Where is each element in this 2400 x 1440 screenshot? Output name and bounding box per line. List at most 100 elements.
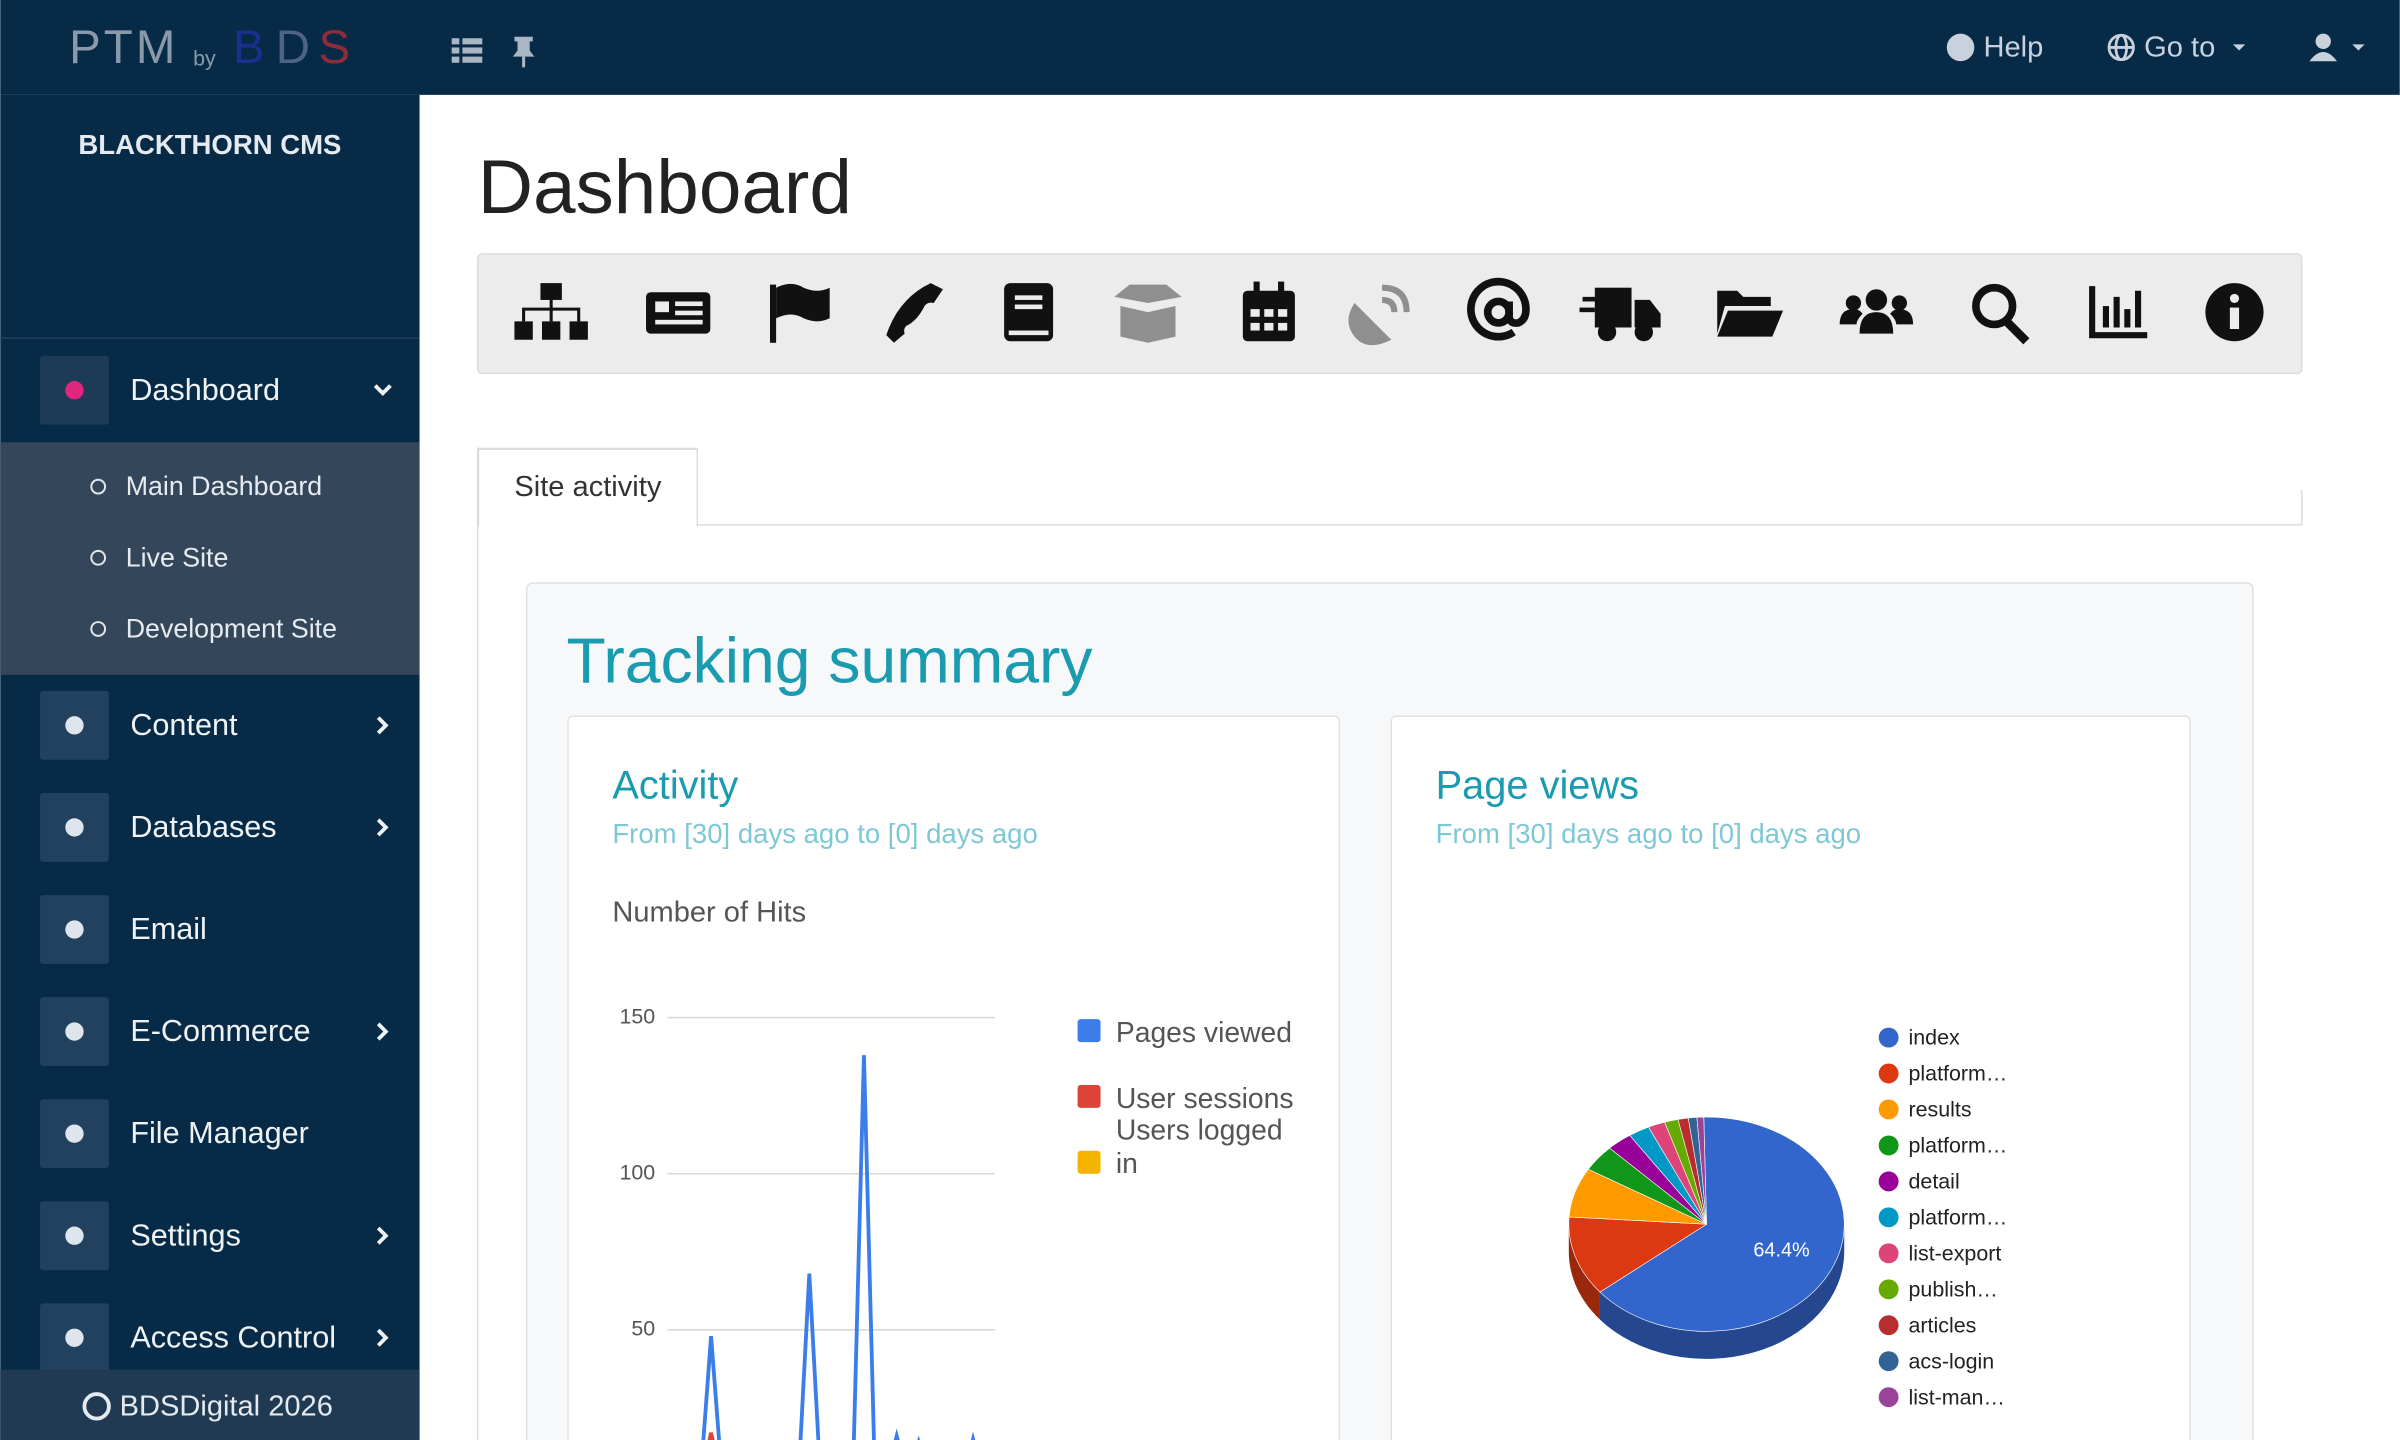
- legend-label: results: [1909, 1098, 1972, 1122]
- chart-icon[interactable]: [2089, 286, 2148, 339]
- users-icon[interactable]: [1839, 289, 1914, 334]
- goto-menu[interactable]: Go to: [2144, 32, 2215, 64]
- legend-label: platform…: [1909, 1206, 2008, 1230]
- caret: [2232, 44, 2246, 51]
- page-title: Dashboard: [478, 145, 852, 230]
- submenu-panel: [0, 442, 420, 675]
- logo-name: PTM: [69, 21, 178, 74]
- menu-item[interactable]: E-Commerce: [130, 1014, 310, 1048]
- chevron: [376, 1226, 389, 1245]
- menu: Dashboard Main Dashboard Live Site Developm…: [40, 355, 392, 1373]
- menu-item[interactable]: Dashboard: [130, 373, 280, 407]
- legend-dot: [1878, 1099, 1899, 1120]
- section-title: Tracking summary: [566, 625, 1092, 697]
- menu-icon: [65, 1226, 84, 1245]
- legend-label: list-export: [1909, 1241, 2002, 1265]
- help-link[interactable]: Help: [1984, 32, 2044, 64]
- logo-letter: S: [319, 21, 351, 74]
- menu-item[interactable]: Databases: [130, 810, 276, 844]
- truck-icon[interactable]: [1579, 287, 1661, 342]
- calendar-icon[interactable]: [1242, 281, 1295, 342]
- legend-label: articles: [1909, 1313, 1977, 1337]
- legend-label: platform…: [1909, 1062, 2008, 1086]
- slice-label: 64.4%: [1753, 1239, 1809, 1261]
- dish-icon[interactable]: [1348, 284, 1410, 346]
- book-icon[interactable]: [1004, 283, 1054, 342]
- pie-slice: [1568, 1216, 1708, 1293]
- submenu-item[interactable]: Main Dashboard: [126, 471, 322, 501]
- at-icon[interactable]: [1467, 277, 1530, 341]
- news-icon[interactable]: [646, 292, 711, 334]
- legend-line: Users logged: [1116, 1114, 1291, 1146]
- menu-item[interactable]: File Manager: [130, 1116, 309, 1150]
- legend-dot: [1878, 1279, 1899, 1300]
- folder-icon[interactable]: [1717, 290, 1784, 337]
- list-button[interactable]: [451, 38, 483, 63]
- menu-item[interactable]: Settings: [130, 1218, 241, 1252]
- chevron: [376, 1022, 389, 1041]
- legend-label: Users logged in: [1116, 1114, 1291, 1180]
- menu-icon: [65, 1124, 84, 1143]
- menu-icon: [65, 381, 84, 400]
- card-subtitle: From [30] days ago to [0] days ago: [612, 818, 1037, 849]
- legend-dot: [1878, 1063, 1899, 1084]
- logo-letter: D: [276, 21, 310, 74]
- legend-swatch: [1077, 1084, 1101, 1108]
- menu-icon: [65, 920, 84, 939]
- submenu-bullet: [90, 621, 107, 637]
- legend-swatch: [1077, 1019, 1101, 1043]
- card-title: Activity: [612, 764, 738, 808]
- pie-slice: [1599, 1116, 1845, 1332]
- info-icon[interactable]: [2205, 283, 2264, 342]
- top-bar: [0, 0, 2400, 95]
- legend-dot: [1878, 1387, 1899, 1408]
- copyright-icon: [82, 1392, 111, 1421]
- menu-icon: [65, 1022, 84, 1041]
- flag-icon[interactable]: [769, 283, 830, 343]
- search-icon[interactable]: [1972, 283, 2030, 345]
- card-subtitle: From [30] days ago to [0] days ago: [1436, 818, 1861, 849]
- legend-line: in: [1116, 1148, 1138, 1180]
- logo-by: by: [193, 46, 216, 70]
- menu-item[interactable]: Access Control: [130, 1320, 336, 1354]
- pie-side: [1599, 1224, 1845, 1359]
- legend-label: acs-login: [1909, 1349, 1995, 1373]
- sitemap-icon[interactable]: [514, 283, 588, 340]
- footer-text: BDSDigital 2026: [120, 1391, 333, 1423]
- chart-area: [612, 893, 1297, 1440]
- card-title: Page views: [1436, 764, 1639, 808]
- pie-side: [1568, 1224, 1600, 1320]
- pin-button[interactable]: [512, 36, 535, 68]
- menu-icon: [65, 1328, 84, 1347]
- submenu-item[interactable]: Development Site: [126, 614, 337, 644]
- legend-dot: [1878, 1351, 1899, 1372]
- y-tick-label: 100: [619, 1160, 655, 1184]
- user-menu[interactable]: [2309, 33, 2365, 62]
- legend-label: index: [1909, 1026, 1960, 1050]
- legend-dot: [1878, 1243, 1899, 1264]
- legend-dot: [1878, 1027, 1899, 1048]
- chart-title: Number of Hits: [612, 896, 806, 928]
- legend-label: User sessions: [1116, 1082, 1294, 1114]
- sidebar-title: BLACKTHORN CMS: [78, 129, 341, 160]
- toolbar: [476, 253, 2303, 375]
- submenu-item[interactable]: Live Site: [126, 542, 229, 572]
- menu-item[interactable]: Content: [130, 708, 238, 742]
- legend-dot: [1878, 1135, 1899, 1156]
- box-icon[interactable]: [1114, 284, 1182, 343]
- chevron: [376, 1328, 389, 1347]
- submenu-bullet: [90, 478, 107, 495]
- toolbar-icons: [514, 277, 2264, 346]
- phone-icon[interactable]: [886, 283, 943, 343]
- menu-item[interactable]: Email: [130, 912, 207, 946]
- tab-label[interactable]: Site activity: [514, 471, 661, 503]
- submenu-bullet: [90, 549, 107, 566]
- legend-dot: [1878, 1207, 1899, 1228]
- sidebar-footer: [0, 1369, 420, 1440]
- chevron: [376, 818, 389, 837]
- globe-icon: [2107, 33, 2135, 62]
- chevron: [376, 716, 389, 735]
- legend-dot: [1878, 1171, 1899, 1192]
